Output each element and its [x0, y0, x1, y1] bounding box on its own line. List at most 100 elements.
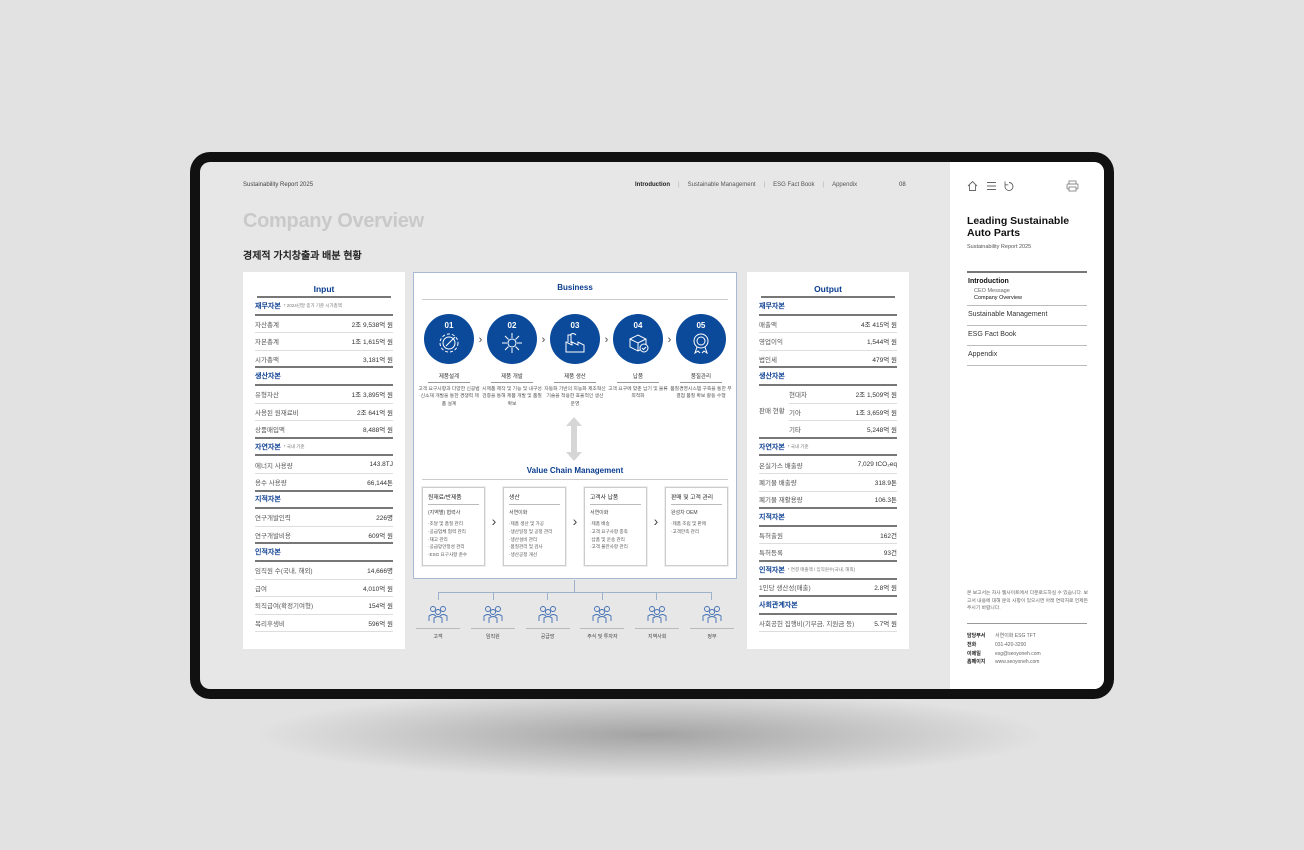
step-circle: 04 — [612, 314, 663, 364]
chevron-right-icon: › — [491, 513, 497, 529]
section-note: * 국내 기준 — [283, 443, 305, 449]
contact-key: 홈페이지 — [967, 659, 986, 666]
stakeholder: 공급망 — [525, 604, 570, 640]
row-value: 4조 415억 원 — [860, 321, 897, 329]
value-chain-item: ·품질관리 및 검사 — [508, 544, 543, 550]
value-chain-item: ·공급망안정성 관리 — [428, 544, 465, 550]
row-label: 폐기물 재활용량 — [759, 497, 803, 505]
value-chain-title: 원재료/반제품 — [428, 492, 479, 505]
menu-company-overview[interactable]: Company Overview — [974, 295, 1022, 301]
stakeholder-label: 공급망 — [525, 628, 570, 640]
section-title: 재무자본 — [255, 302, 281, 310]
row-value: 93건 — [883, 550, 897, 558]
row-value: 1,544억 원 — [866, 339, 897, 347]
sidebar-menu: Introduction CEO Message Company Overvie… — [967, 271, 1087, 366]
data-row: 영업이익 1,544억 원 — [759, 333, 897, 351]
menu-sustainable-management[interactable]: Sustainable Management — [967, 306, 1087, 326]
row-value: 2조 9,538억 원 — [351, 321, 393, 329]
row-value: 4,010억 원 — [362, 585, 393, 593]
value-chain-item: ·제품 생산 및 가공 — [508, 521, 544, 526]
nav-introduction[interactable]: Introduction — [635, 182, 670, 188]
contact-value[interactable]: esg@seoyoneh.com — [995, 650, 1041, 657]
step-number: 02 — [507, 321, 517, 330]
section-title: 인적자본 — [759, 566, 785, 574]
output-panel: Output 재무자본 매출액 4조 415억 원 영업이익 1,544억 원 법인세 47… — [747, 272, 909, 649]
data-row: 복리후생비 596억 원 — [255, 615, 393, 633]
row-value: 162건 — [880, 533, 897, 541]
menu-ceo-message[interactable]: CEO Message — [974, 288, 1010, 294]
section-heading: 사회관계자본 — [759, 597, 897, 615]
section-note: * 연결 매출액 / 임직원수(국내, 해외) — [787, 566, 856, 572]
home-icon[interactable] — [967, 180, 978, 191]
chevron-right-icon: › — [541, 334, 546, 346]
print-icon[interactable] — [1066, 180, 1079, 192]
row-label: 기타 — [789, 426, 801, 434]
value-chain-item: ·생산설비 관리 — [508, 536, 538, 542]
data-row: 특허등록 93건 — [759, 544, 897, 562]
step-name: 제품설계 — [428, 372, 470, 383]
report-label: Sustainability Report 2025 — [243, 182, 314, 188]
community-heart-icon — [647, 606, 667, 623]
group-items: 현대차 2조 1,509억 원 기아 1조 3,659억 원 기타 5,248억 원 — [789, 386, 897, 439]
data-row: 용수 사용량 66,144톤 — [255, 474, 393, 492]
award-badge-icon — [693, 333, 709, 354]
row-value: 318.9톤 — [874, 480, 897, 488]
top-nav: Introduction | Sustainable Management | ES… — [635, 182, 858, 188]
row-value: 1조 1,615억 원 — [351, 339, 393, 347]
data-row: 사회공헌 집행비(기부금, 지원금 등) 5.7억 원 — [759, 615, 897, 633]
value-chain-actor: 서연이화 — [589, 510, 609, 516]
contact-row: 홈페이지 www.seoyoneh.com — [967, 658, 1041, 667]
podium-speaker-icon — [702, 606, 722, 623]
menu-icon[interactable] — [987, 182, 996, 190]
stakeholder: 지역사회 — [635, 604, 680, 640]
value-chain-item: ·고객 불만사항 관리 — [589, 544, 628, 550]
data-row: 유형자산 1조 3,895억 원 — [255, 386, 393, 404]
nav-appendix[interactable]: Appendix — [832, 182, 858, 188]
stakeholder: 임직원 — [470, 604, 515, 640]
data-row: 상품매입액 8,488억 원 — [255, 421, 393, 439]
meeting-icon — [483, 606, 503, 623]
contact-value[interactable]: www.seoyoneh.com — [995, 659, 1040, 666]
data-row: 1인당 생산성(매출) 2.8억 원 — [759, 580, 897, 598]
row-value: 143.8TJ — [369, 461, 394, 469]
value-chain-title: 판매 및 고객 관리 — [670, 492, 722, 505]
section-note: * 국내 기준 — [787, 443, 809, 449]
sidebar-title: Leading Sustainable Auto Parts — [967, 215, 1070, 239]
chevron-right-icon: › — [572, 513, 578, 529]
value-chain-item: ·ESG 요구사항 준수 — [428, 552, 468, 558]
box-check-icon — [629, 334, 649, 353]
nav-esg-fact-book[interactable]: ESG Fact Book — [773, 182, 815, 188]
row-value: 2.8억 원 — [874, 585, 897, 593]
menu-introduction[interactable]: Introduction CEO Message Company Overvie… — [967, 273, 1087, 306]
contact-key: 이메일 — [967, 650, 981, 657]
data-row: 에너지 사용량 143.8TJ — [255, 456, 393, 474]
connector-line — [492, 592, 494, 600]
menu-esg-fact-book[interactable]: ESG Fact Book — [967, 326, 1087, 346]
data-row: 특허출원 162건 — [759, 527, 897, 545]
row-label: 1인당 생산성(매출) — [759, 585, 811, 593]
row-label: 폐기물 배출량 — [759, 480, 797, 488]
data-row: 사용된 원재료비 2조 641억 원 — [255, 404, 393, 422]
row-label: 사회공헌 집행비(기부금, 지원금 등) — [759, 620, 855, 628]
value-chain-title: Value Chain Management — [422, 466, 728, 480]
refresh-icon[interactable] — [1004, 181, 1014, 191]
menu-appendix[interactable]: Appendix — [967, 346, 1087, 366]
section-title: 인적자본 — [255, 549, 281, 557]
step-number: 05 — [696, 321, 706, 330]
row-label: 용수 사용량 — [255, 479, 287, 487]
value-chain-item: ·생산일정 및 공정 관리 — [508, 528, 553, 534]
nav-sustainable-management[interactable]: Sustainable Management — [687, 182, 756, 188]
row-label: 시가총액 — [255, 356, 279, 364]
step-description: 고객 요구사항과 다양한 신공법·신소재 개발을 통한 경쟁력 제품 설계 — [418, 387, 480, 407]
data-row: 자본총계 1조 1,615억 원 — [255, 333, 393, 351]
step-name: 품질관리 — [679, 372, 722, 383]
row-value: 5.7억 원 — [874, 620, 897, 628]
page-number: 08 — [899, 182, 906, 188]
connector-line — [601, 592, 603, 600]
step-circle: 03 — [549, 314, 600, 364]
row-value: 479억 원 — [872, 356, 897, 364]
row-value: 14,666명 — [367, 568, 393, 576]
row-label: 매출액 — [759, 321, 777, 329]
step-number: 03 — [570, 321, 580, 330]
connector-line — [711, 592, 712, 600]
